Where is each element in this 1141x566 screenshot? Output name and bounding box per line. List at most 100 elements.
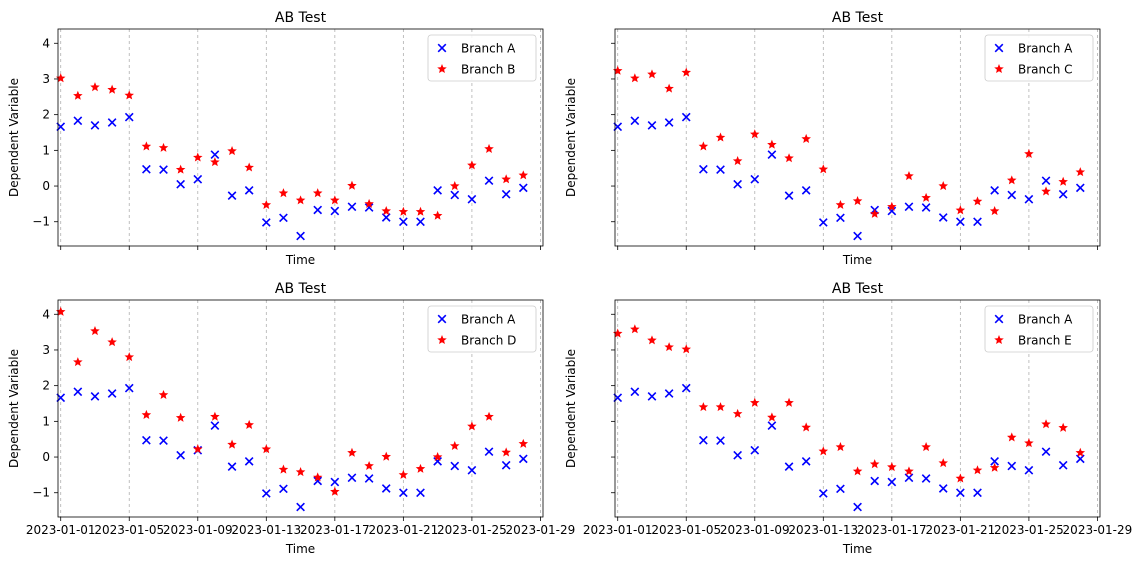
marker-stroke bbox=[818, 218, 828, 227]
series-1 bbox=[613, 112, 1085, 241]
series-1 bbox=[56, 383, 528, 512]
data-point bbox=[278, 464, 289, 474]
marker-stroke bbox=[142, 164, 151, 174]
data-point bbox=[141, 141, 152, 151]
y-tick-label: 4 bbox=[42, 307, 50, 321]
x-tick-label: 2023-01-29 bbox=[1063, 523, 1133, 537]
data-point bbox=[921, 442, 931, 452]
marker-stroke bbox=[227, 191, 237, 201]
data-point bbox=[1041, 186, 1051, 196]
data-point bbox=[630, 387, 640, 397]
data-point bbox=[887, 462, 897, 472]
marker-stroke bbox=[193, 174, 203, 184]
data-point bbox=[278, 188, 289, 198]
data-point bbox=[312, 472, 323, 482]
data-point bbox=[835, 199, 846, 209]
y-tick-label: 2 bbox=[42, 379, 50, 393]
data-point bbox=[210, 150, 220, 159]
data-point bbox=[1058, 176, 1068, 186]
subplot-title: AB Test bbox=[832, 10, 884, 26]
marker-stroke bbox=[1007, 190, 1017, 200]
marker-stroke bbox=[399, 488, 408, 498]
marker-stroke bbox=[142, 435, 151, 445]
marker-stroke bbox=[681, 383, 691, 393]
marker-stroke bbox=[681, 112, 691, 122]
data-point bbox=[1024, 194, 1034, 204]
data-point bbox=[1024, 465, 1034, 475]
data-point bbox=[261, 218, 271, 227]
data-point bbox=[715, 402, 726, 412]
data-point bbox=[956, 488, 965, 498]
data-point bbox=[904, 466, 914, 476]
legend: Branch A Branch C bbox=[984, 34, 1094, 82]
data-point bbox=[887, 201, 897, 211]
x-tick-label: 2023-01-13 bbox=[231, 523, 301, 537]
data-point bbox=[818, 164, 829, 174]
x-tick-label: 2023-01-13 bbox=[788, 523, 858, 537]
x-tick-label: 2023-01-25 bbox=[994, 523, 1064, 537]
data-point bbox=[347, 473, 357, 483]
data-point bbox=[467, 421, 477, 431]
data-point bbox=[313, 476, 323, 486]
data-point bbox=[193, 444, 203, 454]
x-tick-label: 2023-01-17 bbox=[300, 523, 370, 537]
data-point bbox=[681, 67, 691, 77]
marker-stroke bbox=[90, 120, 100, 130]
data-point bbox=[124, 383, 134, 393]
marker-stroke bbox=[750, 445, 760, 455]
marker-stroke bbox=[416, 217, 425, 227]
data-point bbox=[732, 408, 743, 418]
marker-stroke bbox=[887, 206, 897, 216]
data-point bbox=[681, 383, 691, 393]
marker-stroke bbox=[801, 185, 811, 195]
legend-marker bbox=[994, 43, 1004, 53]
data-point bbox=[818, 446, 829, 456]
data-point bbox=[801, 185, 811, 195]
data-point bbox=[973, 217, 982, 227]
data-point bbox=[484, 447, 494, 457]
marker-stroke bbox=[364, 203, 374, 212]
marker-stroke bbox=[904, 473, 914, 483]
data-point bbox=[484, 143, 494, 153]
marker-stroke bbox=[176, 450, 186, 460]
data-point bbox=[159, 436, 168, 445]
data-point bbox=[801, 422, 811, 432]
data-point bbox=[1024, 148, 1034, 158]
data-point bbox=[176, 450, 186, 460]
series-2 bbox=[55, 73, 529, 220]
data-point bbox=[818, 489, 828, 498]
data-point bbox=[664, 389, 674, 398]
marker-stroke bbox=[518, 454, 528, 464]
data-point bbox=[159, 165, 168, 174]
data-point bbox=[887, 206, 897, 216]
data-point bbox=[484, 176, 494, 186]
data-point bbox=[853, 231, 862, 241]
data-point bbox=[210, 411, 220, 421]
data-point bbox=[210, 421, 220, 430]
data-point bbox=[398, 206, 409, 216]
marker-stroke bbox=[887, 477, 897, 487]
marker-stroke bbox=[399, 217, 408, 227]
data-point bbox=[501, 189, 511, 199]
legend-label: Branch A bbox=[1018, 42, 1073, 56]
data-point bbox=[681, 344, 691, 354]
marker-stroke bbox=[750, 174, 760, 184]
data-point bbox=[244, 456, 254, 466]
marker-stroke bbox=[836, 484, 845, 494]
marker-stroke bbox=[433, 185, 442, 195]
marker-stroke bbox=[210, 421, 220, 430]
axes-frame bbox=[57, 299, 544, 518]
marker-stroke bbox=[159, 165, 168, 174]
data-point bbox=[296, 231, 305, 241]
marker-stroke bbox=[699, 435, 708, 445]
subplot-title: AB Test bbox=[832, 281, 884, 297]
y-tick-label: −1 bbox=[32, 215, 50, 229]
data-point bbox=[347, 180, 357, 190]
data-point bbox=[55, 306, 66, 316]
x-tick-label: 2023-01-05 bbox=[94, 523, 164, 537]
data-point bbox=[612, 65, 623, 75]
data-point bbox=[73, 387, 83, 397]
marker-stroke bbox=[244, 456, 254, 466]
data-point bbox=[518, 170, 529, 180]
data-point bbox=[1007, 175, 1017, 185]
